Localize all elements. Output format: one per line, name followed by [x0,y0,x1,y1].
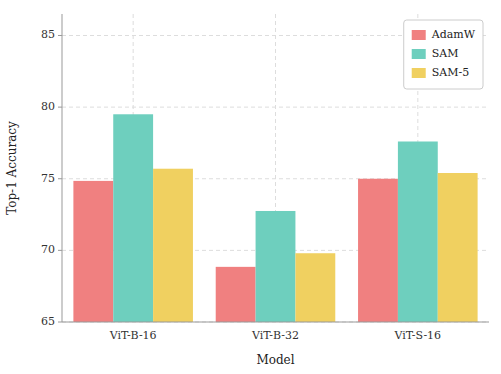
bar [153,169,193,322]
y-tick-label: 65 [41,315,55,328]
legend: AdamW SAM SAM-5 [404,20,483,89]
y-tick-label: 75 [41,172,55,185]
bar [398,141,438,322]
y-tick-label: 70 [41,243,55,256]
legend-swatch [412,30,426,40]
bar [256,211,296,322]
legend-swatch [412,49,426,59]
y-tick [58,178,62,179]
legend-swatch [412,68,426,78]
x-axis-label: Model [256,353,294,367]
legend-label: SAM [432,47,459,60]
legend-label: SAM-5 [432,66,469,79]
y-tick [58,322,62,323]
x-tick-label: ViT-B-16 [109,329,157,342]
y-axis-label: Top-1 Accuracy [5,121,19,215]
y-grid-line [62,322,489,323]
x-tick-label: ViT-S-16 [394,329,442,342]
bar [358,179,398,322]
x-axis-line [62,322,489,323]
bar [73,181,113,322]
bars [73,114,477,322]
chart-svg: 65 70 75 80 85 ViT-B-16 ViT-B-32 ViT-S-16 Model T… [0,0,501,374]
y-tick-label: 85 [41,28,55,41]
chart-container: 65 70 75 80 85 ViT-B-16 ViT-B-32 ViT-S-16 Model T… [0,0,501,374]
bar [216,267,256,322]
y-tick-label: 80 [41,100,55,113]
x-tick-label: ViT-B-32 [251,329,299,342]
grid [62,14,489,322]
y-tick [58,250,62,251]
bar [295,253,335,322]
legend-box [404,20,483,89]
axes: 65 70 75 80 85 ViT-B-16 ViT-B-32 ViT-S-16 [41,14,489,342]
bar [438,173,478,322]
y-tick [58,107,62,108]
y-axis-line [62,14,63,322]
bar [113,114,153,322]
y-tick [58,35,62,36]
legend-label: AdamW [431,28,476,41]
